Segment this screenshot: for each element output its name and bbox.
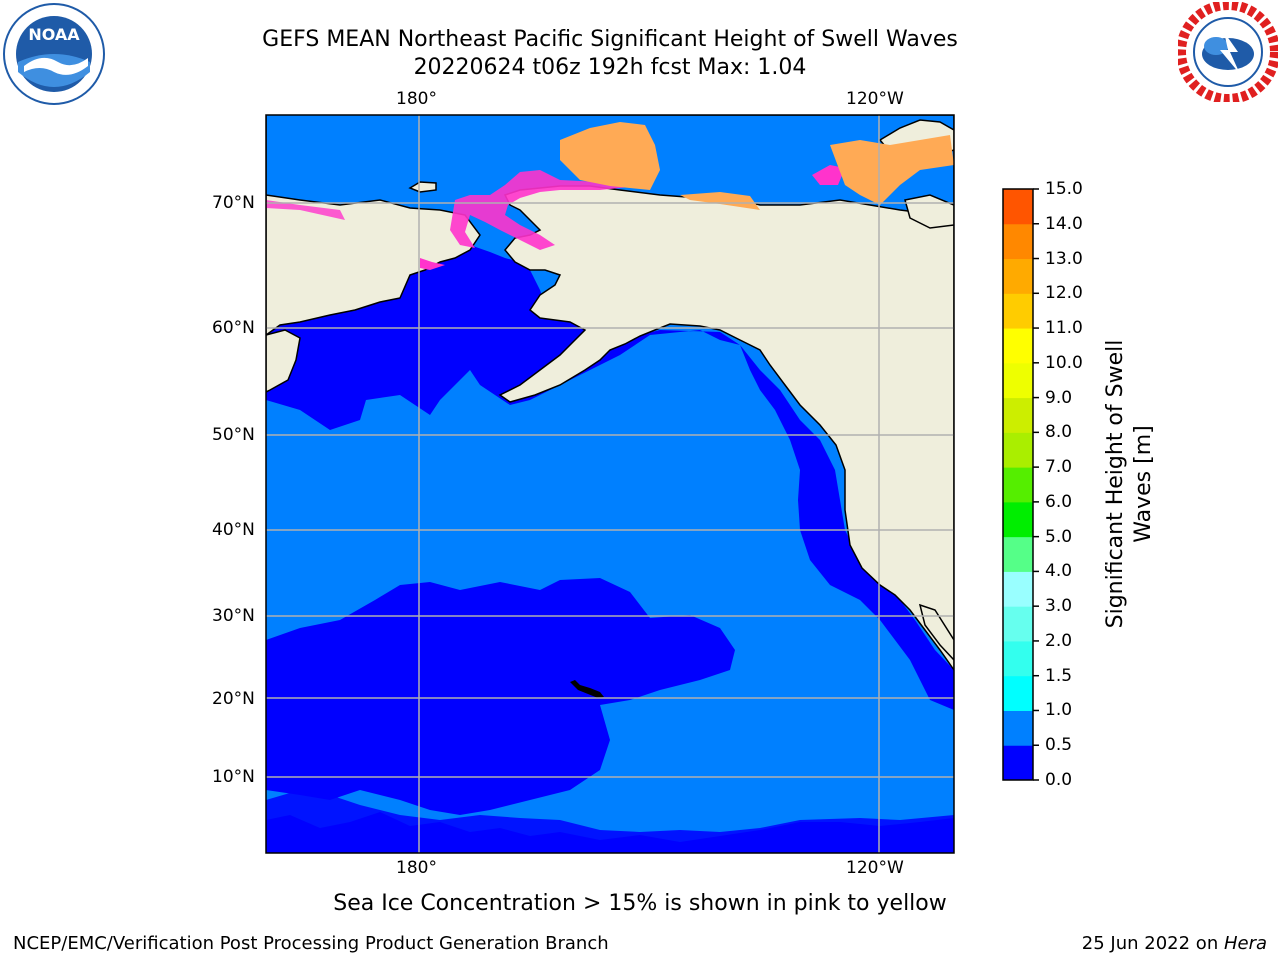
footer-credit: NCEP/EMC/Verification Post Processing Pr… [13,933,609,954]
colorbar-band [1003,432,1033,468]
lat-label-20n: 20°N [212,689,255,709]
colorbar-tick-label: 12.0 [1045,283,1083,304]
land-baja [918,603,954,662]
colorbar-tick-label: 1.0 [1045,700,1073,721]
sea-ice-chukchi [450,170,640,250]
sea-ice-canada-pink [812,165,845,185]
colorbar-tick-label: 4.0 [1045,561,1073,582]
chart-title: GEFS MEAN Northeast Pacific Significant … [262,27,958,52]
sea-ice-bering-pink [420,258,445,270]
colorbar-band [1003,258,1033,294]
lon-label-bottom-120w: 120°W [846,858,904,878]
lon-label-top-180: 180° [396,89,437,109]
colorbar-tick-label: 10.0 [1045,352,1083,373]
footer-date-text: 25 Jun 2022 on [1081,933,1224,954]
lon-label-bottom-180: 180° [396,858,437,878]
colorbar-tick-label: 0.0 [1045,770,1073,790]
colorbar-band [1003,606,1033,642]
sea-ice-arctic-orange [560,122,660,190]
noaa-logo: NOAA [3,3,105,105]
lon-label-top-120w: 120°W [846,89,904,109]
sea-ice-strip-pink [266,200,345,220]
colorbar-band [1003,571,1033,607]
colorbar-label-line2: Waves [m] [1131,425,1156,543]
ocean-low-coast [740,345,954,710]
colorbar-band [1003,397,1033,433]
colorbar-band [1003,189,1033,225]
colorbar-tick-label: 14.0 [1045,213,1083,234]
colorbar-tick-label: 11.0 [1045,318,1083,339]
colorbar-band [1003,745,1033,781]
lat-label-30n: 30°N [212,606,255,626]
colorbar-band [1003,293,1033,329]
sea-ice-canada-orange [830,135,954,205]
footer-host: Hera [1223,933,1267,954]
colorbar-band [1003,501,1033,538]
lat-label-40n: 40°N [212,520,255,540]
lat-label-70n: 70°N [212,193,255,213]
colorbar-tick-label: 3.0 [1045,596,1073,617]
lat-label-10n: 10°N [212,767,255,787]
colorbar-band [1003,536,1033,572]
colorbar-tick-label: 0.5 [1045,735,1073,756]
colorbar-tick-label: 1.5 [1045,665,1073,686]
colorbar-band [1003,328,1033,364]
sea-ice-beaufort-orange [680,192,760,210]
noaa-logo-text: NOAA [28,25,80,44]
ocean-low-equatorial-strip [266,790,954,853]
colorbar-tick-label: 7.0 [1045,457,1073,478]
colorbar-band [1003,710,1033,746]
nws-logo [1178,2,1278,102]
lat-label-60n: 60°N [212,318,255,338]
lat-label-50n: 50°N [212,425,255,445]
land-hawaii [570,680,604,698]
colorbar-band [1003,675,1033,711]
grid-lines [266,115,954,853]
colorbar-band [1003,223,1033,260]
footer-date: 25 Jun 2022 on Hera [1082,933,1267,954]
sea-ice-caption: Sea Ice Concentration > 15% is shown in … [333,891,947,916]
chart-subtitle: 20220624 t06z 192h fcst Max: 1.04 [413,55,807,80]
colorbar-label-line1: Significant Height of Swell [1103,339,1128,629]
land-north-america [498,115,954,672]
map-frame [265,114,955,854]
colorbar-band [1003,640,1033,677]
ocean-low-north [266,240,740,430]
colorbar-tick-label: 15.0 [1045,179,1083,199]
colorbar-tick-label: 5.0 [1045,526,1073,547]
colorbar-tick-label: 13.0 [1045,248,1083,269]
ocean-low-subtropical [266,578,735,815]
colorbar-band [1003,467,1033,503]
colorbar-tick-label: 2.0 [1045,630,1073,651]
colorbar-tick-label: 9.0 [1045,387,1073,408]
colorbar-tick-label: 8.0 [1045,422,1073,443]
colorbar-tick-label: 6.0 [1045,491,1073,512]
colorbar-band [1003,362,1033,399]
colorbar-label: Significant Height of Swell Waves [m] [1102,284,1158,684]
